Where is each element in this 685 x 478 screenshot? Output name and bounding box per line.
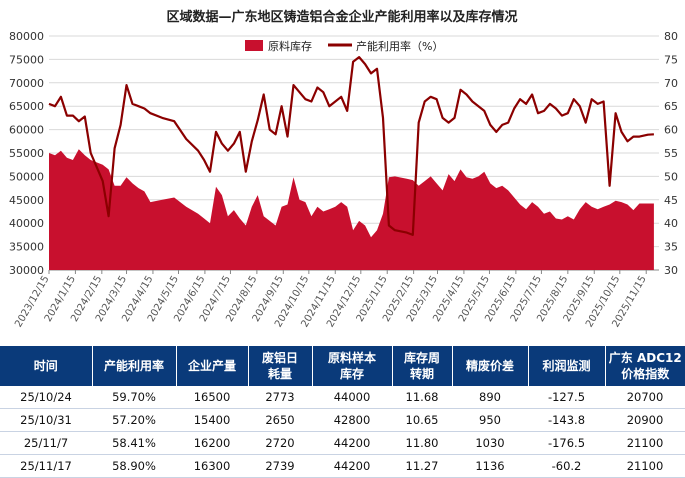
series-area-inventory: [49, 149, 654, 270]
cell: 950: [452, 408, 528, 432]
chart-title: 区域数据—广东地区铸造铝合金企业产能利用率以及库存情况: [166, 9, 517, 25]
col-header: 精废价差: [452, 346, 529, 386]
cell: 42800: [312, 408, 392, 432]
col-header: 库存周 转期: [392, 346, 453, 386]
y-right-tick-label: 35: [664, 241, 678, 254]
cell: -127.5: [528, 386, 605, 409]
legend-label-utilization: 产能利用率（%）: [356, 39, 443, 53]
cell: 11.68: [392, 386, 452, 409]
cell: 11.80: [392, 431, 452, 455]
table-row: 25/10/31 57.20% 15400 2650 42800 10.65 950 -143…: [0, 408, 685, 432]
data-table: 时间 产能利用率 企业产量 废铝日 耗量 原料样本 库存 库存周 转期 精废价差…: [0, 346, 685, 478]
table-row: 25/10/24 59.70% 16500 2773 44000 11.68 890 -127…: [0, 386, 685, 409]
cell: 25/10/31: [0, 408, 92, 432]
legend-swatch-inventory: [245, 40, 263, 51]
cell: 1136: [452, 454, 528, 478]
series-line-utilization: [48, 56, 654, 236]
cell: 58.90%: [92, 454, 176, 478]
cell: 2739: [248, 454, 312, 478]
y-axis-left: 30000 35000 40000 45000 50000 55000 60000 65000…: [9, 30, 44, 277]
y-right-tick-label: 70: [664, 77, 678, 90]
table-header-row: 时间 产能利用率 企业产量 废铝日 耗量 原料样本 库存 库存周 转期 精废价差…: [0, 346, 685, 386]
y-left-tick-label: 40000: [9, 217, 44, 230]
cell: 10.65: [392, 408, 452, 432]
cell: -176.5: [528, 431, 605, 455]
col-header: 产能利用率: [92, 346, 177, 386]
cell: 16300: [176, 454, 248, 478]
y-left-tick-label: 75000: [9, 53, 44, 66]
legend-label-inventory: 原料库存: [268, 39, 312, 53]
y-left-tick-label: 35000: [9, 241, 44, 254]
cell: 25/10/24: [0, 386, 92, 409]
y-axis-right: 30 35 40 45 50 55 60 65 70 75 80: [664, 30, 678, 277]
cell: -143.8: [528, 408, 605, 432]
col-header: 废铝日 耗量: [248, 346, 313, 386]
y-left-tick-label: 60000: [9, 124, 44, 137]
cell: 25/11/17: [0, 454, 92, 478]
cell: 44000: [312, 386, 392, 409]
chart: 区域数据—广东地区铸造铝合金企业产能利用率以及库存情况 原料库存 产能利用率（%…: [9, 9, 678, 329]
cell: 57.20%: [92, 408, 176, 432]
y-left-tick-label: 70000: [9, 77, 44, 90]
y-left-tick-label: 45000: [9, 194, 44, 207]
cell: 1030: [452, 431, 528, 455]
col-header: 广东 ADC12 价格指数: [605, 346, 685, 386]
x-axis: 2023/12/152024/1/152024/2/152024/3/15202…: [13, 270, 649, 329]
cell: 21100: [605, 431, 685, 455]
cell: 15400: [176, 408, 248, 432]
y-right-tick-label: 50: [664, 170, 678, 183]
cell: 11.27: [392, 454, 452, 478]
cell: 2773: [248, 386, 312, 409]
col-header: 企业产量: [176, 346, 249, 386]
cell: 20700: [605, 386, 685, 409]
cell: 16500: [176, 386, 248, 409]
y-right-tick-label: 75: [664, 53, 678, 66]
y-right-tick-label: 30: [664, 264, 678, 277]
cell: 44200: [312, 431, 392, 455]
y-right-tick-label: 60: [664, 124, 678, 137]
y-left-tick-label: 30000: [9, 264, 44, 277]
cell: 16200: [176, 431, 248, 455]
legend: 原料库存 产能利用率（%）: [245, 39, 443, 53]
y-left-tick-label: 55000: [9, 147, 44, 160]
y-right-tick-label: 55: [664, 147, 678, 160]
y-right-tick-label: 40: [664, 217, 678, 230]
cell: -60.2: [528, 454, 605, 478]
col-header: 原料样本 库存: [312, 346, 393, 386]
cell: 25/11/7: [0, 431, 92, 455]
cell: 2720: [248, 431, 312, 455]
cell: 58.41%: [92, 431, 176, 455]
y-right-tick-label: 65: [664, 100, 678, 113]
y-left-tick-label: 65000: [9, 100, 44, 113]
cell: 20900: [605, 408, 685, 432]
cell: 890: [452, 386, 528, 409]
cell: 2650: [248, 408, 312, 432]
cell: 44200: [312, 454, 392, 478]
cell: 59.70%: [92, 386, 176, 409]
col-header: 利润监测: [528, 346, 606, 386]
y-right-tick-label: 80: [664, 30, 678, 43]
table-row: 25/11/7 58.41% 16200 2720 44200 11.80 1030 -176…: [0, 431, 685, 455]
y-left-tick-label: 80000: [9, 30, 44, 43]
col-header: 时间: [0, 346, 93, 386]
y-right-tick-label: 45: [664, 194, 678, 207]
cell: 21100: [605, 454, 685, 478]
y-left-tick-label: 50000: [9, 170, 44, 183]
table-row: 25/11/17 58.90% 16300 2739 44200 11.27 1136 -60…: [0, 454, 685, 478]
